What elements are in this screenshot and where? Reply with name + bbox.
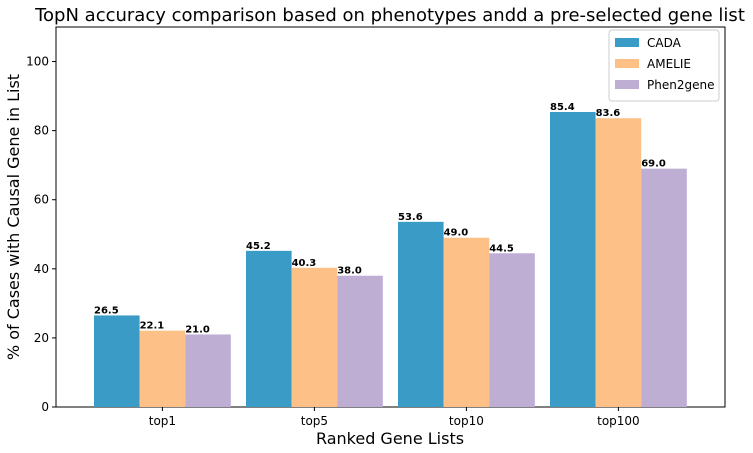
y-tick-label: 60 bbox=[34, 193, 49, 207]
legend-label: Phen2gene bbox=[647, 78, 714, 92]
bar-amelie-top10 bbox=[443, 237, 490, 407]
data-label: 40.3 bbox=[292, 258, 317, 269]
y-tick-label: 100 bbox=[26, 55, 49, 69]
data-label: 45.2 bbox=[246, 241, 271, 252]
legend-swatch bbox=[615, 38, 639, 47]
bar-phen2gene-top10 bbox=[489, 253, 535, 407]
data-label: 22.1 bbox=[140, 321, 165, 332]
y-tick-label: 40 bbox=[34, 262, 49, 276]
y-tick-label: 0 bbox=[41, 400, 49, 414]
data-label: 21.0 bbox=[185, 324, 210, 335]
bar-cada-top5 bbox=[246, 250, 292, 407]
legend-label: AMELIE bbox=[647, 57, 691, 71]
legend-swatch bbox=[615, 80, 639, 89]
y-tick-label: 80 bbox=[34, 124, 49, 138]
data-label: 85.4 bbox=[550, 102, 575, 113]
bar-cada-top1 bbox=[94, 315, 140, 407]
data-label: 69.0 bbox=[641, 159, 666, 170]
bar-amelie-top100 bbox=[595, 118, 642, 407]
y-tick-label: 20 bbox=[34, 331, 49, 345]
x-tick-label: top1 bbox=[149, 414, 176, 428]
data-label: 44.5 bbox=[489, 243, 514, 254]
bar-phen2gene-top1 bbox=[185, 334, 231, 407]
plot-area: 0 20 40 60 80 100 top1 26.5 22.1 21.0 top5 45.2 40.3… bbox=[26, 26, 726, 428]
legend: CADA AMELIE Phen2gene bbox=[608, 29, 720, 102]
bar-amelie-top5 bbox=[291, 267, 338, 407]
legend-swatch bbox=[615, 59, 639, 68]
plot-frame bbox=[55, 26, 726, 408]
y-axis-label: % of Cases with Causal Gene in List bbox=[4, 74, 23, 360]
data-label: 38.0 bbox=[337, 266, 362, 277]
x-axis-label: Ranked Gene Lists bbox=[316, 429, 464, 448]
x-tick-label: top5 bbox=[301, 414, 328, 428]
chart-title: TopN accuracy comparison based on phenot… bbox=[34, 5, 745, 26]
legend-label: CADA bbox=[647, 36, 682, 50]
data-label: 53.6 bbox=[398, 212, 423, 223]
bar-phen2gene-top100 bbox=[641, 168, 687, 407]
bar-amelie-top1 bbox=[139, 330, 186, 407]
bar-cada-top10 bbox=[398, 221, 444, 407]
x-tick-label: top10 bbox=[449, 414, 484, 428]
bar-cada-top100 bbox=[550, 111, 596, 408]
bar-phen2gene-top5 bbox=[337, 275, 383, 407]
x-tick-label: top100 bbox=[597, 414, 640, 428]
data-label: 49.0 bbox=[444, 228, 469, 239]
data-label: 26.5 bbox=[94, 305, 119, 316]
data-label: 83.6 bbox=[596, 108, 621, 119]
